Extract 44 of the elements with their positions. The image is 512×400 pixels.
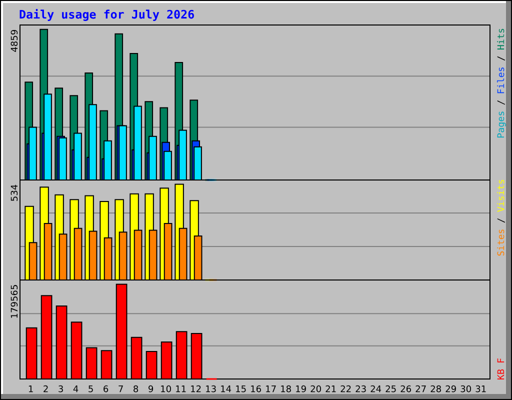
x-tick-label: 15	[236, 386, 246, 392]
x-tick-label: 14	[221, 386, 232, 392]
text: Pages	[497, 112, 506, 138]
x-tick-label: 7	[118, 386, 123, 392]
text: Visits	[497, 180, 504, 212]
text: /	[497, 56, 505, 61]
x-tick-label: 21	[326, 385, 336, 392]
x-tick-label: 20	[310, 385, 321, 392]
x-tick-label: 10	[161, 385, 171, 392]
x-tick-label: 25	[386, 385, 396, 392]
x-tick-label: 13	[206, 385, 216, 392]
x-tick-label: 18	[281, 385, 291, 392]
x-tick-label: 1	[28, 386, 33, 392]
x-tick-label: 8	[134, 385, 138, 392]
text: KB F	[497, 358, 504, 380]
x-tick-label: 11	[176, 386, 186, 392]
text: 179565	[10, 285, 18, 318]
x-tick-label: 6	[104, 385, 108, 392]
text: Files	[497, 68, 504, 94]
text: Hits	[497, 28, 504, 50]
x-tick-label: 26	[400, 385, 412, 392]
x-tick-label: 22	[340, 385, 351, 392]
x-tick-label: 27	[416, 385, 426, 392]
text: /	[497, 218, 505, 223]
text: Sites	[497, 230, 504, 256]
x-tick-label: 9	[148, 385, 154, 392]
x-tick-label: 23	[356, 385, 366, 392]
x-tick-label: 19	[296, 385, 306, 392]
x-tick-label: 12	[191, 385, 201, 392]
x-tick-label: 24	[370, 385, 382, 392]
x-tick-label: 2	[44, 385, 48, 392]
x-tick-label: 3	[58, 385, 63, 392]
text: /	[497, 100, 505, 105]
text: 534	[10, 184, 18, 201]
x-tick-label: 29	[446, 385, 456, 392]
x-tick-label: 5	[88, 386, 93, 392]
x-tick-label: 16	[251, 385, 261, 392]
x-tick-label: 28	[430, 385, 441, 392]
x-tick-label: 17	[266, 386, 276, 392]
chart-title: Daily usage for July 2026	[20, 9, 194, 21]
x-tick-label: 4	[73, 386, 78, 392]
x-tick-label: 31	[476, 385, 486, 392]
text: 4859	[10, 30, 18, 52]
x-tick-label: 30	[460, 385, 471, 392]
